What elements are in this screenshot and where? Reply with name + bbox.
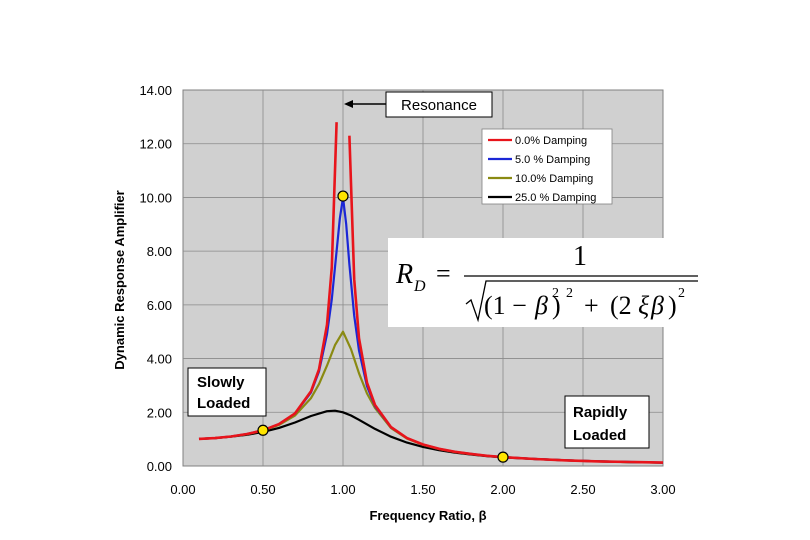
formula-term2-close: ) — [668, 291, 677, 320]
formula-box: R D = 1 (1 − β ) 2 2 + (2 ξ β ) 2 — [388, 238, 698, 327]
y-tick-label: 6.00 — [147, 298, 172, 313]
x-tick-label: 0.00 — [170, 482, 195, 497]
formula-lhs-subscript: D — [413, 278, 426, 295]
formula-beta-2: β — [650, 291, 664, 320]
formula-beta-1: β — [534, 291, 548, 320]
x-tick-labels: 0.00 0.50 1.00 1.50 2.00 2.50 3.00 — [170, 482, 675, 497]
legend-label-0: 0.0% Damping — [515, 135, 587, 147]
resonance-annotation: Resonance — [344, 91, 493, 118]
x-axis-title: Frequency Ratio, β — [369, 508, 486, 523]
rapidly-loaded-box — [564, 395, 650, 449]
legend-box — [481, 128, 613, 205]
formula-equals: = — [436, 259, 451, 288]
formula-term1-open: (1 − — [484, 291, 527, 320]
x-tick-label: 1.00 — [330, 482, 355, 497]
slowly-loaded-annotation: Slowly Loaded — [187, 367, 267, 417]
slowly-loaded-line-1: Slowly — [197, 374, 245, 391]
resonance-label: Resonance — [401, 97, 477, 114]
formula-exp-1b: 2 — [566, 286, 573, 301]
legend-label-3: 25.0 % Damping — [515, 192, 596, 204]
y-tick-labels: 0.00 2.00 4.00 6.00 8.00 10.00 12.00 14.00 — [139, 83, 172, 474]
x-tick-label: 2.50 — [570, 482, 595, 497]
formula-plus: + — [584, 291, 599, 320]
y-tick-label: 10.00 — [139, 190, 172, 205]
y-tick-label: 4.00 — [147, 352, 172, 367]
series-line-0-segment-1 — [348, 135, 664, 464]
x-tick-label: 2.00 — [490, 482, 515, 497]
formula-xi: ξ — [638, 291, 650, 320]
slowly-loaded-box — [187, 367, 267, 417]
legend-label-2: 10.0% Damping — [515, 173, 593, 185]
rapidly-loaded-line-1: Rapidly — [573, 404, 628, 421]
highlight-marker-1 — [257, 424, 269, 436]
formula-exp-1a: 2 — [552, 286, 559, 301]
formula-lhs: R — [395, 259, 413, 290]
formula-radical-sign — [465, 280, 698, 323]
y-tick-label: 0.00 — [147, 459, 172, 474]
series-line-0-segment-0 — [198, 122, 338, 441]
rapidly-loaded-annotation: Rapidly Loaded — [564, 395, 650, 449]
y-tick-label: 12.00 — [139, 137, 172, 152]
formula-numerator: 1 — [573, 241, 587, 272]
formula-term1-close: ) — [552, 291, 561, 320]
x-tick-label: 1.50 — [410, 482, 435, 497]
slowly-loaded-line-2: Loaded — [197, 395, 250, 412]
highlight-marker-0 — [337, 190, 349, 202]
x-tick-label: 0.50 — [250, 482, 275, 497]
rapidly-loaded-line-2: Loaded — [573, 427, 626, 444]
formula-exp-2: 2 — [678, 286, 685, 301]
formula-term2-open: (2 — [610, 291, 632, 320]
y-tick-label: 8.00 — [147, 244, 172, 259]
x-tick-label: 3.00 — [650, 482, 675, 497]
legend-items: 0.0% Damping 5.0 % Damping 10.0% Damping 25… — [488, 135, 596, 204]
legend-label-1: 5.0 % Damping — [515, 154, 590, 166]
resonance-label-box — [385, 91, 493, 118]
point-markers — [257, 190, 509, 463]
highlight-marker-2 — [497, 451, 509, 463]
y-axis-title: Dynamic Response Amplifier — [112, 190, 127, 369]
y-tick-label: 14.00 — [139, 83, 172, 98]
formula-background — [388, 238, 692, 327]
y-tick-label: 2.00 — [147, 405, 172, 420]
legend: 0.0% Damping 5.0 % Damping 10.0% Damping 25… — [481, 128, 613, 205]
resonance-arrowhead — [344, 100, 353, 108]
